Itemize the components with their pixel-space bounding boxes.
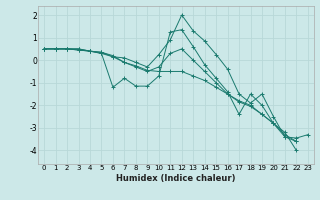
X-axis label: Humidex (Indice chaleur): Humidex (Indice chaleur) <box>116 174 236 183</box>
